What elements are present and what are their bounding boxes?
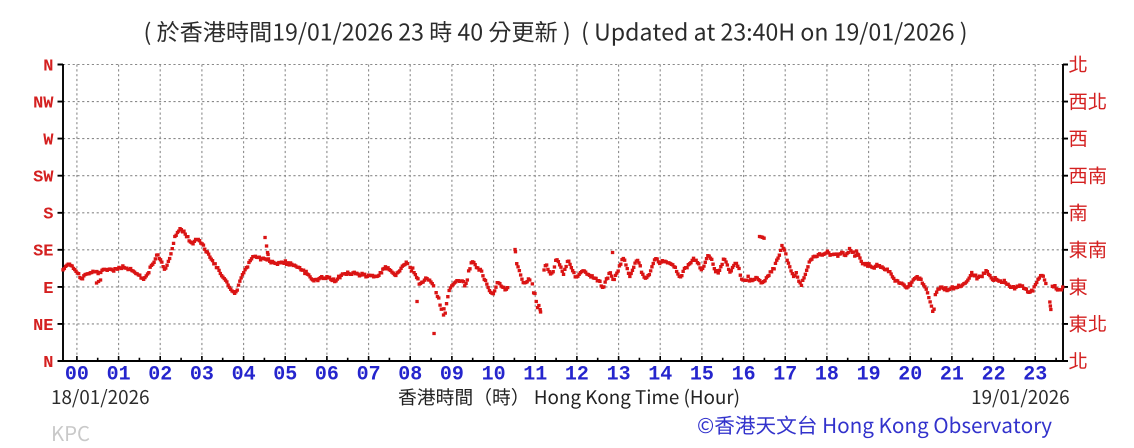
svg-text:00: 00 [65,364,89,387]
svg-text:07: 07 [357,364,381,387]
svg-text:23: 23 [1023,364,1047,387]
svg-text:S: S [43,206,53,225]
svg-text:NW: NW [33,95,54,114]
svg-text:11: 11 [523,364,547,387]
svg-text:09: 09 [440,364,464,387]
svg-text:12: 12 [565,364,589,387]
svg-text:17: 17 [773,364,797,387]
svg-text:SW: SW [33,169,54,188]
svg-text:22: 22 [982,364,1006,387]
svg-text:14: 14 [648,364,672,387]
svg-text:15: 15 [690,364,714,387]
svg-text:21: 21 [940,364,964,387]
svg-text:02: 02 [148,364,172,387]
svg-text:08: 08 [398,364,422,387]
svg-text:01: 01 [107,364,131,387]
svg-text:06: 06 [315,364,339,387]
svg-text:SE: SE [33,243,53,262]
svg-text:10: 10 [482,364,506,387]
svg-text:20: 20 [898,364,922,387]
svg-text:W: W [43,132,54,151]
svg-text:N: N [43,57,53,76]
svg-text:NE: NE [33,317,53,336]
svg-text:16: 16 [732,364,756,387]
svg-text:N: N [43,354,53,373]
svg-text:05: 05 [273,364,297,387]
svg-text:18: 18 [815,364,839,387]
svg-text:04: 04 [232,364,256,387]
svg-text:E: E [43,280,53,299]
svg-text:19: 19 [857,364,881,387]
svg-text:03: 03 [190,364,214,387]
svg-text:13: 13 [607,364,631,387]
